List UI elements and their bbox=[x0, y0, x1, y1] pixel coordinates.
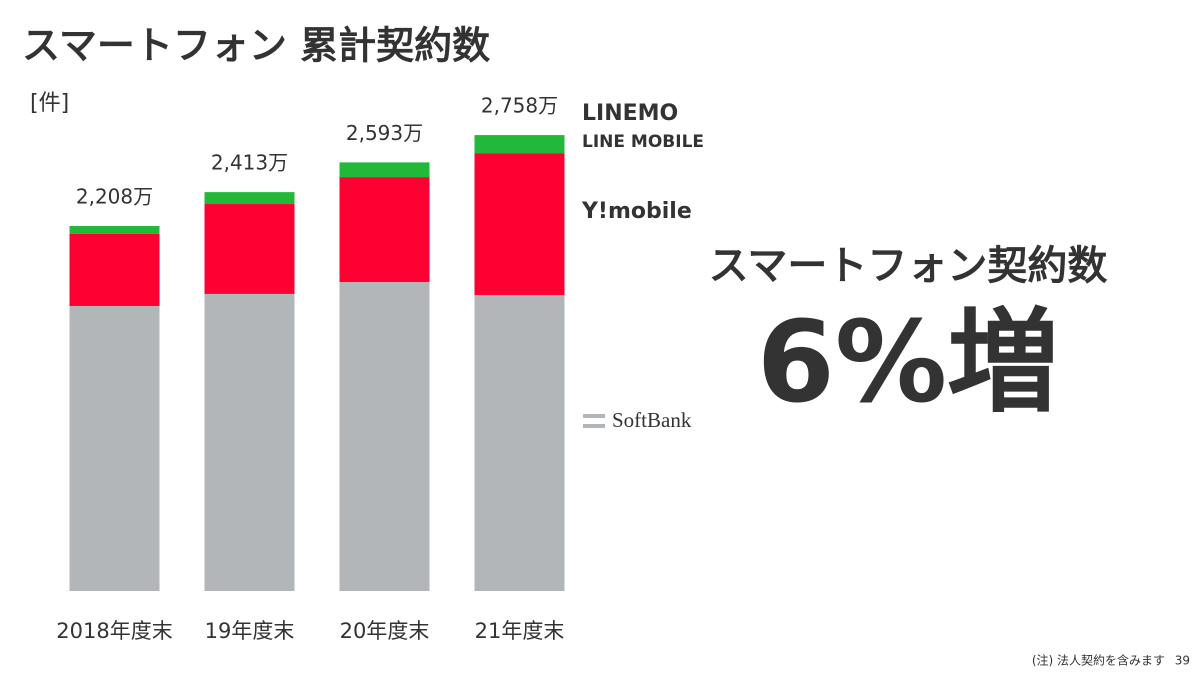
total-label: 2,208万 bbox=[76, 185, 153, 209]
legend-label: LINEMO bbox=[582, 101, 678, 126]
x-tick-label: 21年度末 bbox=[475, 619, 565, 643]
bar-segment bbox=[474, 153, 565, 296]
legend-label: LINE MOBILE bbox=[582, 132, 704, 152]
total-label: 2,413万 bbox=[211, 151, 288, 175]
total-label: 2,758万 bbox=[481, 94, 558, 118]
bar-segment bbox=[204, 204, 295, 294]
highlight: 6%増 bbox=[757, 298, 1059, 428]
bar-segment bbox=[339, 162, 430, 178]
total-label: 2,593万 bbox=[346, 121, 423, 145]
bar-segment bbox=[69, 306, 160, 591]
bar-segment bbox=[204, 192, 295, 205]
x-tick-label: 2018年度末 bbox=[56, 619, 172, 643]
x-tick-label: 19年度末 bbox=[205, 619, 295, 643]
legend-label: Y!mobile bbox=[581, 199, 692, 224]
legend-label: SoftBank bbox=[612, 408, 692, 432]
bar-segment bbox=[69, 233, 160, 307]
legend-icon bbox=[583, 414, 605, 418]
chart-title: スマートフォン 累計契約数 bbox=[22, 24, 490, 68]
bar-segment bbox=[204, 293, 295, 591]
legend-icon bbox=[583, 424, 605, 428]
x-tick-label: 20年度末 bbox=[340, 619, 430, 643]
bar-segment bbox=[474, 135, 565, 154]
bar-segment bbox=[339, 177, 430, 283]
footnote: (注) 法人契約を含みます bbox=[1032, 653, 1165, 668]
page-number: 39 bbox=[1175, 654, 1190, 668]
headline: スマートフォン契約数 bbox=[709, 243, 1108, 289]
bar-segment bbox=[69, 226, 160, 234]
bar-segment bbox=[474, 295, 565, 591]
bar-segment bbox=[339, 282, 430, 591]
unit-label: [件] bbox=[30, 91, 69, 116]
